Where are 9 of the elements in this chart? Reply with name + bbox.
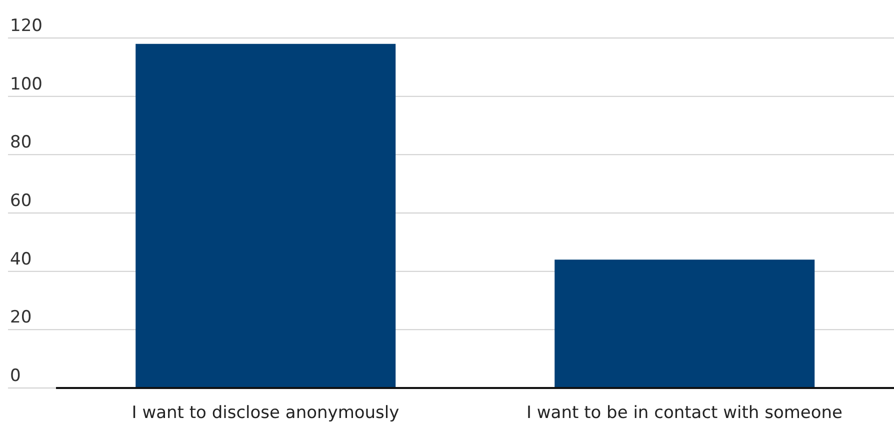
y-tick-label: 60 — [10, 191, 32, 211]
x-tick-label: I want to be in contact with someone — [526, 403, 843, 423]
y-tick-label: 20 — [10, 308, 32, 328]
x-tick-label: I want to disclose anonymously — [132, 403, 400, 423]
y-tick-label: 100 — [10, 74, 42, 94]
y-tick-label: 120 — [10, 16, 42, 36]
y-tick-label: 40 — [10, 249, 32, 270]
y-tick-label: 0 — [10, 366, 21, 386]
y-tick-label: 80 — [10, 132, 32, 153]
